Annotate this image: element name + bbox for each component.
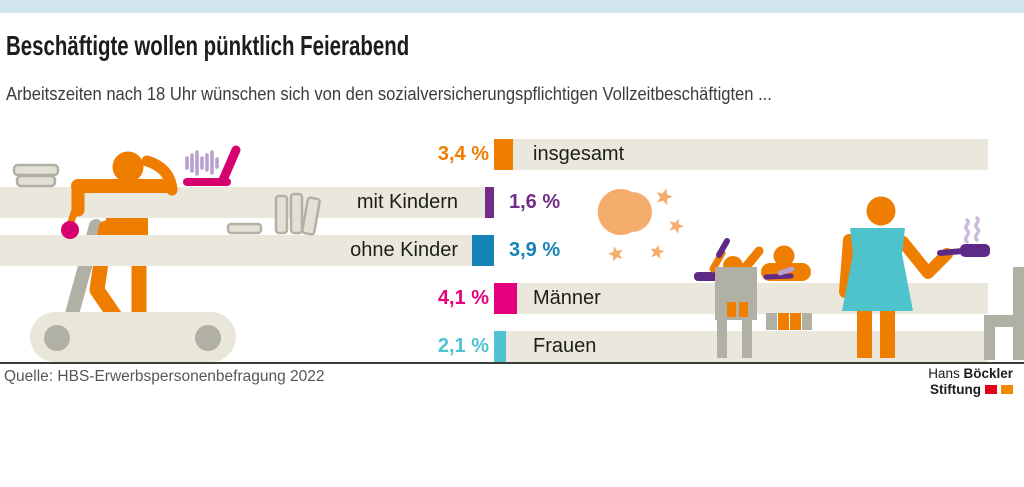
hans-boeckler-stiftung-logo: Hans Böckler Stiftung bbox=[928, 366, 1013, 397]
book-icon bbox=[12, 163, 60, 177]
star-icon bbox=[648, 243, 666, 260]
family-evening-illustration bbox=[694, 196, 1024, 360]
worker-wrist bbox=[67, 206, 79, 226]
child-legs-block bbox=[778, 313, 789, 330]
pan-handle-icon bbox=[937, 248, 966, 256]
bar-segment bbox=[472, 235, 494, 266]
parent-arm-holding-pan bbox=[897, 236, 953, 279]
category-label: mit Kindern bbox=[356, 191, 458, 213]
value-label: 3,4 % bbox=[437, 143, 489, 165]
treadmill-roller-icon bbox=[44, 325, 70, 351]
parent-head bbox=[866, 196, 896, 226]
frying-pan-icon bbox=[960, 244, 990, 257]
book-icon bbox=[301, 196, 321, 236]
book-icon bbox=[15, 174, 57, 188]
chair-seat bbox=[984, 315, 1016, 327]
treadmill-roller-icon bbox=[195, 325, 221, 351]
bar-track bbox=[0, 235, 473, 266]
bar-segment bbox=[494, 331, 506, 362]
value-label: 1,6 % bbox=[509, 191, 561, 213]
spoon-icon bbox=[777, 266, 795, 276]
treadmill-base bbox=[30, 312, 236, 362]
high-chair-leg bbox=[717, 320, 727, 358]
worker-scratching-arm bbox=[141, 155, 178, 196]
star-icon bbox=[666, 215, 686, 235]
plate-icon bbox=[694, 272, 721, 281]
parent-leg bbox=[880, 300, 895, 358]
value-label: 4,1 % bbox=[437, 287, 489, 309]
value-label: 2,1 % bbox=[437, 335, 489, 357]
audio-waveform-icon bbox=[185, 150, 219, 176]
bar-segment bbox=[494, 283, 517, 314]
logo-red-block bbox=[985, 384, 997, 394]
moon-and-stars-illustration bbox=[597, 186, 686, 263]
star-icon bbox=[653, 186, 675, 207]
fork-icon bbox=[763, 273, 794, 280]
bar-segment bbox=[485, 187, 494, 218]
footer-divider bbox=[0, 362, 1024, 364]
laptop-screen-icon bbox=[218, 145, 241, 185]
child-arm bbox=[740, 246, 764, 273]
logo-orange-block bbox=[1001, 384, 1013, 394]
parent-dress bbox=[842, 228, 913, 311]
bar-row-insgesamt: insgesamt 3,4 % bbox=[0, 139, 1024, 170]
book-icon bbox=[289, 192, 304, 235]
spoon-icon bbox=[716, 238, 730, 258]
chair-leg bbox=[984, 327, 995, 360]
treadmill-desk-illustration bbox=[12, 145, 321, 362]
page-title: Beschäftigte wollen pünktlich Feierabend bbox=[6, 30, 410, 61]
parent-leg bbox=[857, 300, 872, 358]
category-label: insgesamt bbox=[533, 143, 625, 165]
child-legs-block bbox=[790, 313, 801, 330]
chair-back-post bbox=[1013, 267, 1024, 360]
logo-line2: Stiftung bbox=[928, 382, 1013, 398]
child-head bbox=[773, 245, 795, 267]
page-subtitle: Arbeitszeiten nach 18 Uhr wünschen sich … bbox=[6, 84, 772, 104]
chair-seat-block bbox=[766, 313, 777, 330]
category-label: Frauen bbox=[533, 335, 597, 357]
crescent-moon-icon bbox=[597, 189, 652, 236]
worker-head bbox=[112, 151, 144, 183]
chair-seat-block bbox=[802, 313, 812, 330]
value-label: 3,9 % bbox=[509, 239, 561, 261]
source-note: Quelle: HBS-Erwerbspersonenbefragung 202… bbox=[4, 368, 325, 385]
logo-line1: Hans Böckler bbox=[928, 366, 1013, 381]
child-body-through-slats bbox=[727, 302, 736, 317]
star-icon bbox=[606, 244, 626, 263]
parent-arm bbox=[839, 234, 855, 298]
computer-mouse-icon bbox=[61, 221, 79, 239]
category-label: ohne Kinder bbox=[350, 239, 458, 261]
high-chair-leg bbox=[742, 320, 752, 358]
bar-track bbox=[513, 139, 988, 170]
steam-icon bbox=[963, 216, 981, 244]
top-accent-bar bbox=[0, 0, 1024, 13]
category-label: Männer bbox=[533, 287, 601, 309]
bar-row-ohne-kinder: ohne Kinder 3,9 % bbox=[0, 235, 1024, 266]
bar-segment bbox=[494, 139, 514, 170]
book-icon bbox=[226, 222, 263, 235]
book-icon bbox=[274, 194, 289, 235]
child-body-through-slats bbox=[739, 302, 748, 317]
